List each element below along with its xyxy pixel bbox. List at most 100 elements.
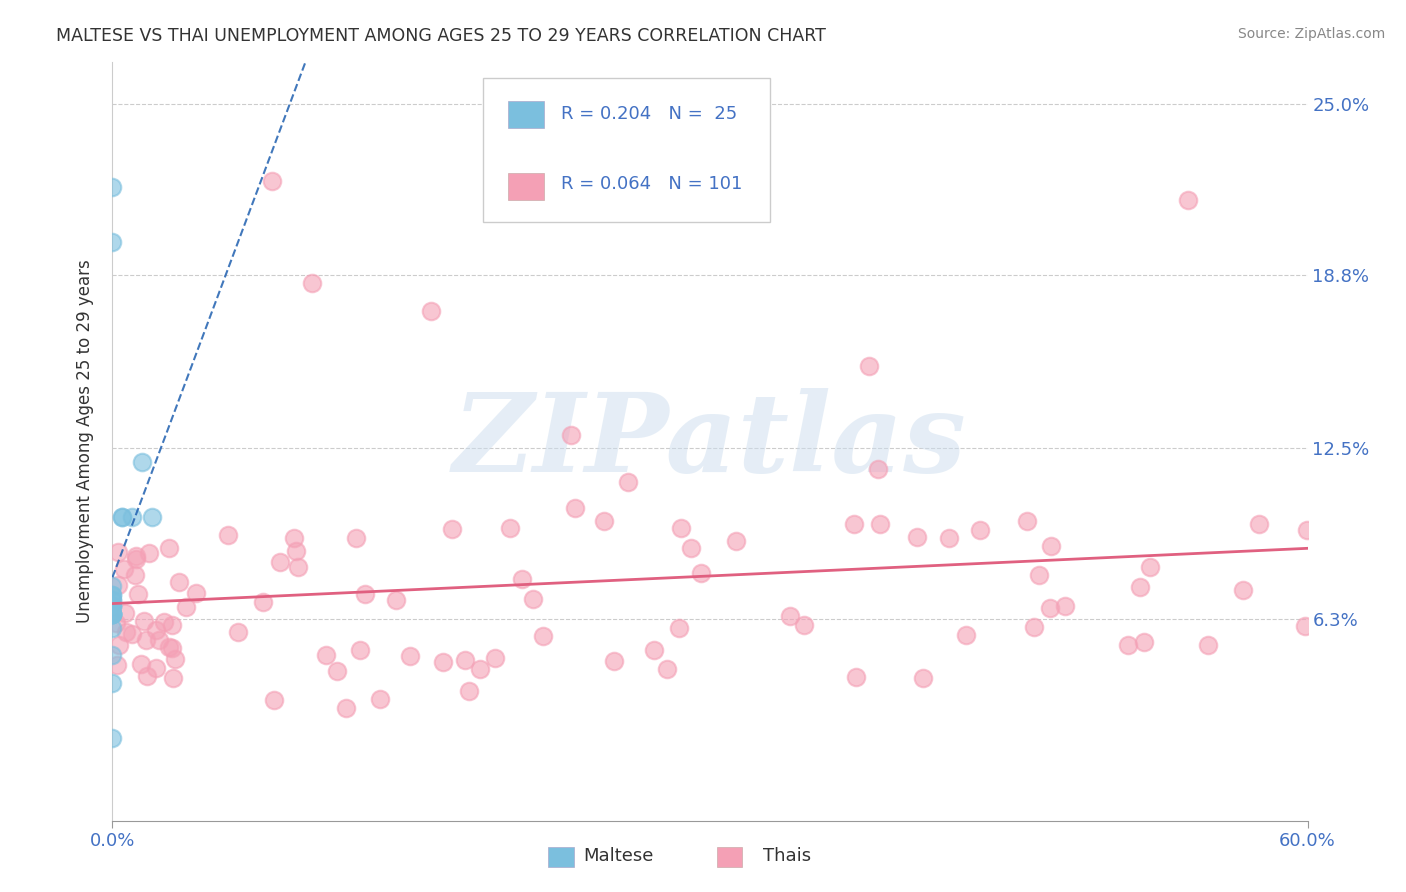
Point <box>384 592 406 607</box>
Point <box>114 606 136 620</box>
Point <box>1022 620 1045 634</box>
Point <box>135 669 157 683</box>
Point <box>1017 514 1039 528</box>
Point <box>1039 539 1062 553</box>
Point <box>669 521 692 535</box>
Point <box>344 532 367 546</box>
Point <box>499 521 522 535</box>
Point <box>125 552 148 566</box>
Point <box>907 529 929 543</box>
Point <box>101 607 124 621</box>
Point <box>101 179 124 194</box>
Text: Thais: Thais <box>763 847 811 865</box>
Point <box>1249 516 1271 531</box>
Text: R = 0.204   N =  25: R = 0.204 N = 25 <box>561 105 737 123</box>
Y-axis label: Unemployment Among Ages 25 to 29 years: Unemployment Among Ages 25 to 29 years <box>76 260 94 624</box>
Point <box>681 541 703 555</box>
Text: Source: ZipAtlas.com: Source: ZipAtlas.com <box>1237 27 1385 41</box>
Point <box>101 607 124 621</box>
Point <box>162 671 184 685</box>
Point <box>1177 194 1199 208</box>
Point <box>101 579 124 593</box>
Point <box>287 559 309 574</box>
Point <box>560 427 582 442</box>
Point <box>335 700 357 714</box>
Point <box>226 625 249 640</box>
Point <box>858 359 880 373</box>
Point <box>121 510 143 524</box>
Point <box>167 575 190 590</box>
FancyBboxPatch shape <box>484 78 770 221</box>
Point <box>101 731 124 745</box>
Point <box>131 657 153 672</box>
Point <box>107 545 129 559</box>
Point <box>420 303 443 318</box>
Point <box>145 623 167 637</box>
Point <box>1197 638 1219 652</box>
Point <box>349 643 371 657</box>
Point <box>138 546 160 560</box>
Point <box>1133 635 1156 649</box>
Point <box>655 661 678 675</box>
Point <box>127 587 149 601</box>
Text: ZIPatlas: ZIPatlas <box>453 388 967 495</box>
FancyBboxPatch shape <box>508 173 544 200</box>
Point <box>1296 523 1319 537</box>
Point <box>101 593 124 607</box>
Point <box>399 649 422 664</box>
Point <box>101 593 124 607</box>
Point <box>522 592 544 607</box>
Point <box>101 607 124 621</box>
Point <box>252 595 274 609</box>
Point <box>845 670 868 684</box>
Point <box>111 510 134 524</box>
Point <box>869 517 891 532</box>
Point <box>938 531 960 545</box>
Point <box>124 567 146 582</box>
Point <box>1054 599 1077 614</box>
Point <box>911 671 934 685</box>
Point <box>148 632 170 647</box>
Point <box>101 621 124 635</box>
Point <box>141 510 163 524</box>
Point <box>283 531 305 545</box>
Point <box>603 654 626 668</box>
Point <box>134 615 156 629</box>
Point <box>844 517 866 532</box>
Point <box>315 648 337 662</box>
Point <box>162 640 184 655</box>
Point <box>165 652 187 666</box>
Point <box>160 617 183 632</box>
Point <box>1295 619 1317 633</box>
Point <box>135 633 157 648</box>
Point <box>441 522 464 536</box>
Point <box>101 235 124 249</box>
Point <box>105 657 128 672</box>
Point <box>101 599 124 613</box>
Point <box>969 523 991 537</box>
Point <box>121 627 143 641</box>
Point <box>564 501 586 516</box>
Point <box>217 528 239 542</box>
Point <box>101 607 124 621</box>
Point <box>101 588 124 602</box>
Point <box>484 650 506 665</box>
Point <box>260 174 283 188</box>
Text: R = 0.064   N = 101: R = 0.064 N = 101 <box>561 175 742 193</box>
Point <box>101 599 124 613</box>
Point <box>107 578 129 592</box>
Point <box>263 693 285 707</box>
Point <box>157 640 180 654</box>
Point <box>617 475 640 489</box>
Point <box>1128 580 1150 594</box>
Point <box>174 600 197 615</box>
Point <box>108 638 131 652</box>
Text: Maltese: Maltese <box>583 847 654 865</box>
Point <box>285 544 308 558</box>
Text: MALTESE VS THAI UNEMPLOYMENT AMONG AGES 25 TO 29 YEARS CORRELATION CHART: MALTESE VS THAI UNEMPLOYMENT AMONG AGES … <box>56 27 827 45</box>
Point <box>510 572 533 586</box>
Point <box>325 665 347 679</box>
Point <box>368 691 391 706</box>
Point <box>301 276 323 290</box>
Point <box>101 648 124 663</box>
